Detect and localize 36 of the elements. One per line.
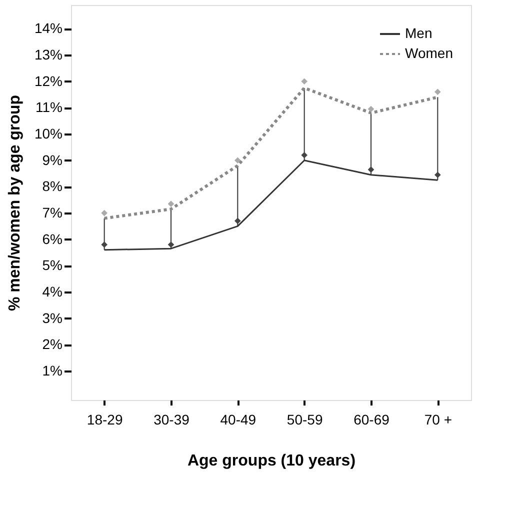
y-tick-label: 8% (42, 178, 62, 194)
y-axis-title: % men/women by age group (6, 94, 24, 312)
y-tick-label: 6% (42, 230, 62, 247)
y-tick-label: 7% (42, 204, 62, 221)
legend-label: Men (405, 25, 432, 41)
y-tick-label: 14% (34, 20, 62, 36)
x-tick-label: 40-49 (220, 412, 256, 428)
x-tick-label: 18-29 (86, 412, 123, 428)
x-tick-label: 70 + (424, 412, 452, 428)
point (234, 157, 241, 164)
y-tick-label: 12% (34, 72, 62, 89)
x-tick-label: 30-39 (154, 412, 190, 428)
point (234, 218, 241, 224)
y-tick-label: 9% (42, 152, 62, 168)
y-tick-label: 13% (34, 46, 62, 63)
y-tick-label: 10% (34, 126, 62, 142)
point (168, 200, 174, 207)
y-tick-label: 11% (36, 99, 62, 116)
x-tick-label: 60-69 (354, 412, 390, 428)
point (301, 78, 308, 85)
point (434, 172, 441, 178)
point (168, 241, 174, 248)
x-tick-label: 50-59 (286, 412, 323, 428)
x-axis-title: Age groups (10 years) (187, 452, 356, 470)
point (101, 210, 108, 216)
point (301, 152, 308, 158)
point (434, 88, 441, 96)
point (101, 241, 108, 248)
y-tick-label: 4% (42, 284, 62, 300)
legend-label: Women (405, 45, 453, 61)
y-tick-label: 5% (42, 257, 62, 274)
y-tick-label: 3% (42, 310, 62, 326)
point (368, 106, 374, 112)
y-tick-label: 2% (42, 336, 62, 352)
y-tick-label: 1% (42, 362, 62, 379)
point (368, 166, 374, 173)
